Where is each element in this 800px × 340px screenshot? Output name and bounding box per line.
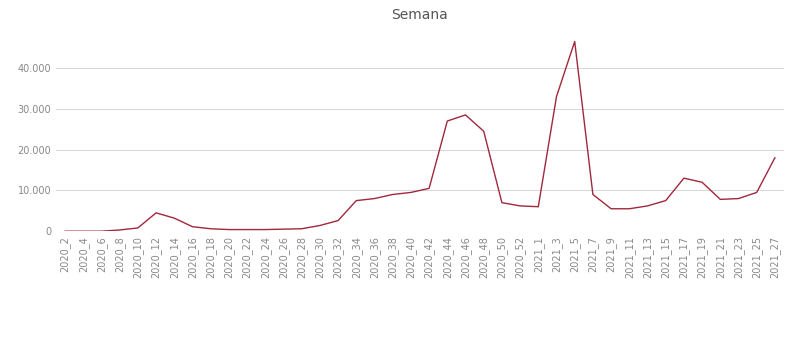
Title: Semana: Semana: [392, 8, 448, 22]
